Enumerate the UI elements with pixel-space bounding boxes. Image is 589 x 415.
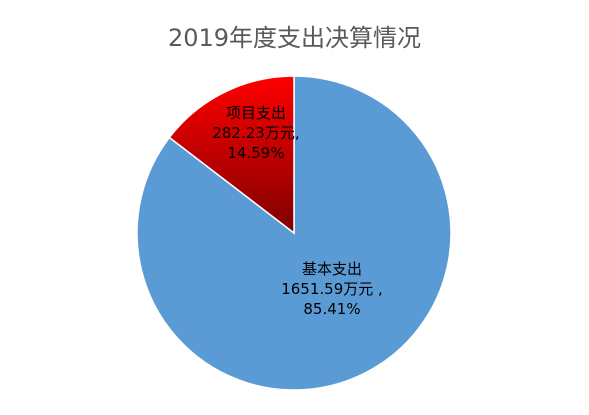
slice-percent-basic: 85.41%	[303, 300, 361, 318]
slice-label-project: 项目支出 282.23万元, 14.59%	[196, 103, 316, 163]
slice-name-basic: 基本支出	[301, 260, 362, 278]
slice-value-project: 282.23万元,	[212, 124, 300, 142]
pie-slice-basic	[136, 75, 452, 391]
slice-value-basic: 1651.59万元 ,	[281, 280, 383, 298]
slice-percent-project: 14.59%	[227, 144, 285, 162]
chart-title: 2019年度支出决算情况	[167, 24, 422, 52]
slice-name-project: 项目支出	[225, 104, 286, 122]
slice-label-basic: 基本支出 1651.59万元 , 85.41%	[272, 259, 392, 319]
pie-slice-project	[168, 75, 295, 235]
